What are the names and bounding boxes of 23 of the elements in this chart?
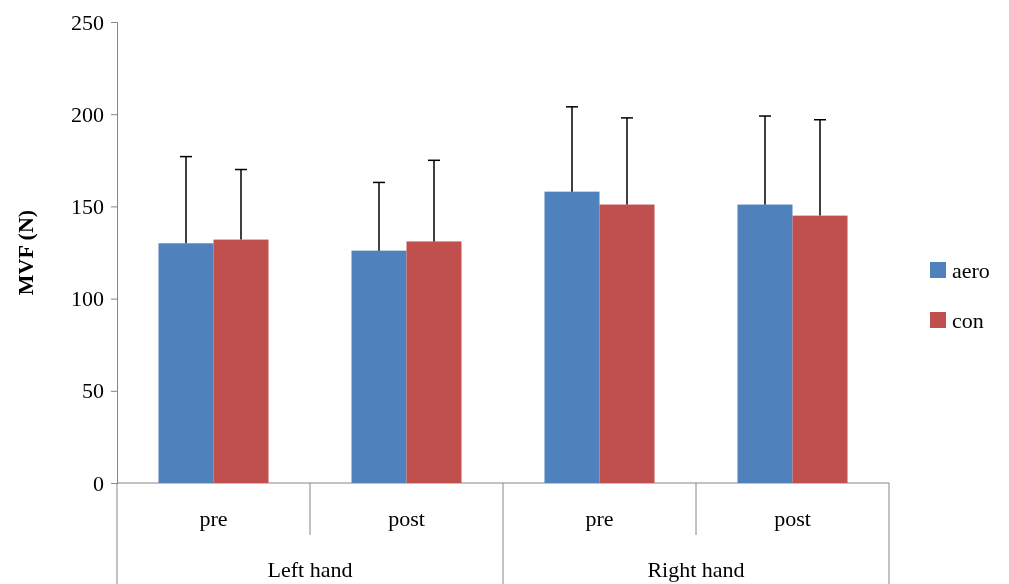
y-axis-title: MVF (N) [13, 209, 38, 296]
bar [737, 204, 793, 483]
bar [599, 204, 655, 483]
text: Left hand [267, 557, 353, 582]
bar [544, 191, 600, 483]
legend-label: con [952, 308, 984, 333]
x-tick-label: pre [199, 506, 228, 531]
x-tick-label: pre [585, 506, 614, 531]
y-tick-label: 250 [71, 9, 104, 35]
text: Right hand [647, 557, 745, 582]
y-tick-label: 100 [71, 286, 104, 312]
bar [792, 215, 848, 483]
x-tick-label: post [388, 506, 425, 531]
y-tick-label: 0 [93, 470, 104, 496]
bar [158, 243, 214, 483]
bar [351, 250, 407, 483]
bar [213, 239, 269, 483]
y-tick-label: 50 [82, 378, 104, 404]
bar [406, 241, 462, 483]
y-tick-label: 150 [71, 193, 104, 219]
x-tick-label: post [774, 506, 811, 531]
legend-label: aero [952, 258, 990, 283]
y-tick-label: 200 [71, 101, 104, 127]
